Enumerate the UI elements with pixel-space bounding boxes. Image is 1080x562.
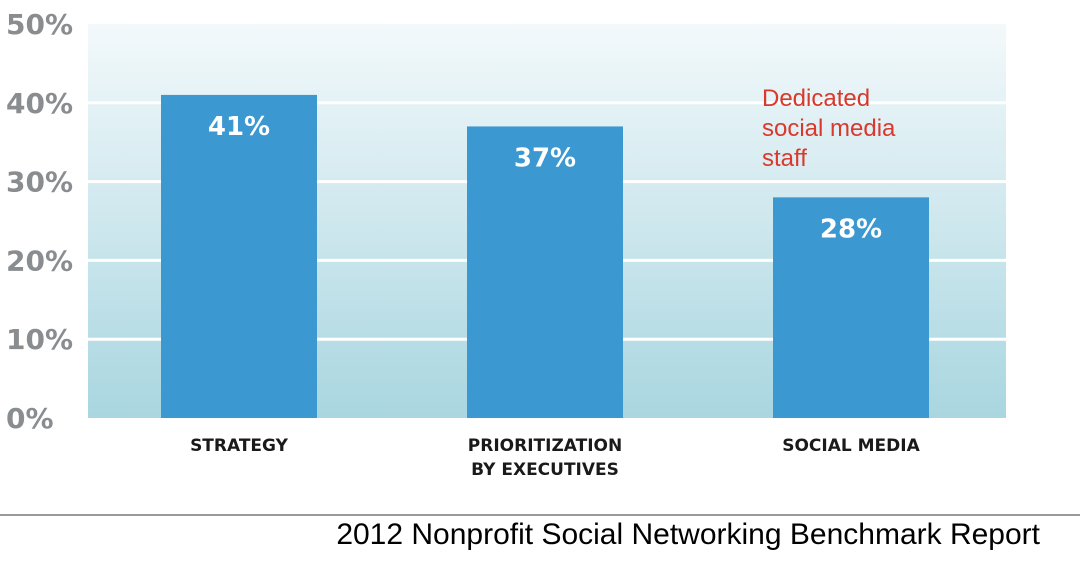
x-axis-labels: STRATEGY PRIORITIZATION BY EXECUTIVES SOCIA… bbox=[190, 436, 921, 480]
bar-prioritization bbox=[467, 126, 623, 418]
data-label-social-media: 28% bbox=[820, 214, 882, 244]
bar-chart: 0% 10% 20% 30% 40% 50% 41% 37% 28% STRATEGY PRIO… bbox=[6, 8, 1006, 480]
footer-divider bbox=[0, 514, 1080, 516]
data-label-prioritization: 37% bbox=[514, 143, 576, 173]
x-tick-label-prioritization: PRIORITIZATION BY EXECUTIVES bbox=[468, 436, 622, 480]
y-tick-label-0: 0% bbox=[6, 402, 54, 435]
x-tick-label-social-media: SOCIAL MEDIA bbox=[782, 436, 920, 456]
source-caption: 2012 Nonprofit Social Networking Benchma… bbox=[336, 518, 1040, 551]
data-label-strategy: 41% bbox=[208, 112, 270, 142]
x-tick-label-strategy: STRATEGY bbox=[190, 436, 289, 456]
y-axis-ticks: 0% 10% 20% 30% 40% 50% bbox=[6, 8, 73, 435]
bar-social-media bbox=[773, 197, 929, 418]
y-tick-label-10: 10% bbox=[6, 323, 73, 356]
y-tick-label-30: 30% bbox=[6, 166, 73, 199]
bar-strategy bbox=[161, 94, 317, 419]
y-tick-label-40: 40% bbox=[6, 87, 73, 120]
y-tick-label-50: 50% bbox=[6, 8, 73, 41]
annotation-dedicated-staff: Dedicated social media staff bbox=[762, 85, 896, 172]
bars: 41% 37% 28% bbox=[161, 94, 929, 419]
y-tick-label-20: 20% bbox=[6, 244, 73, 277]
